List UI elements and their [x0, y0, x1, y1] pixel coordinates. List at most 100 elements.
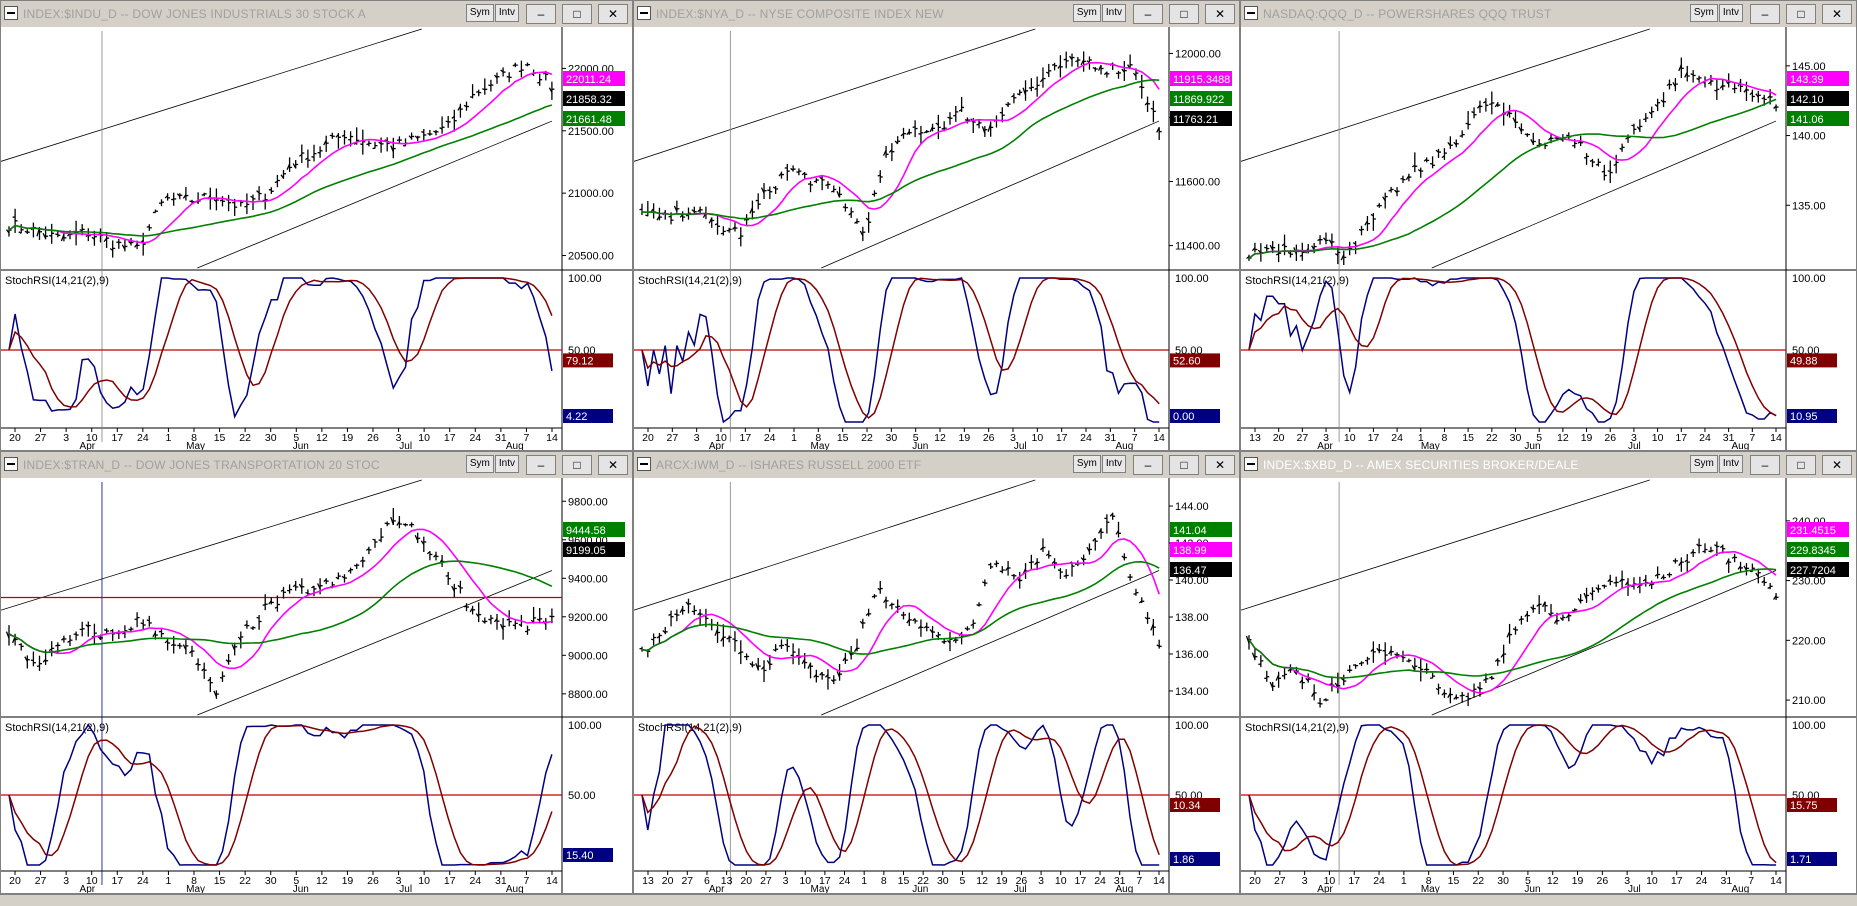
maximize-icon[interactable]: □ — [1169, 455, 1199, 475]
minimize-icon[interactable]: – — [1133, 455, 1163, 475]
chart-window-3[interactable]: NASDAQ:QQQ_D -- POWERSHARES QQQ TRUST Sym… — [1240, 0, 1857, 451]
price-badge-value: 231.4515 — [1790, 525, 1836, 537]
close-icon[interactable]: ✕ — [1205, 4, 1235, 24]
chart-svg: 144.00142.00140.00138.00136.00134.00141.… — [634, 478, 1239, 893]
price-tick-label: 135.00 — [1792, 200, 1826, 212]
intv-button[interactable]: Intv — [1102, 4, 1126, 22]
intv-button[interactable]: Intv — [495, 455, 519, 473]
date-tick-label: 30 — [1510, 432, 1522, 444]
maximize-icon[interactable]: □ — [562, 455, 592, 475]
date-tick-label: 27 — [35, 875, 47, 887]
window-title: NASDAQ:QQQ_D -- POWERSHARES QQQ TRUST — [1263, 7, 1552, 21]
window-titlebar[interactable]: ARCX:IWM_D -- ISHARES RUSSELL 2000 ETF Sy… — [634, 452, 1239, 479]
date-tick-label: 12 — [976, 875, 988, 887]
date-tick-label: 3 — [1302, 875, 1308, 887]
sym-button[interactable]: Sym — [1690, 4, 1718, 22]
fast-ma-line — [1249, 79, 1776, 259]
price-badge: 142.10 — [1787, 91, 1849, 106]
minimize-icon[interactable]: – — [1750, 455, 1780, 475]
chart-window-5[interactable]: ARCX:IWM_D -- ISHARES RUSSELL 2000 ETF Sy… — [633, 451, 1240, 894]
price-badge-value: 9444.58 — [566, 525, 606, 537]
month-label: Apr — [1317, 441, 1333, 450]
price-tick-label: 11600.00 — [1175, 177, 1220, 189]
sym-button[interactable]: Sym — [1073, 4, 1101, 22]
chart-window-2[interactable]: INDEX:$NYA_D -- NYSE COMPOSITE INDEX NEW… — [633, 0, 1240, 451]
date-tick-label: 10 — [799, 875, 811, 887]
maximize-icon[interactable]: □ — [1169, 4, 1199, 24]
window-titlebar[interactable]: INDEX:$NYA_D -- NYSE COMPOSITE INDEX NEW… — [634, 1, 1239, 28]
window-titlebar[interactable]: INDEX:$TRAN_D -- DOW JONES TRANSPORTATIO… — [1, 452, 632, 479]
date-tick-label: 1 — [1401, 875, 1407, 887]
sym-button[interactable]: Sym — [466, 4, 494, 22]
close-icon[interactable]: ✕ — [1822, 4, 1852, 24]
stoch-badge: 15.75 — [1787, 798, 1837, 812]
window-titlebar[interactable]: INDEX:$INDU_D -- DOW JONES INDUSTRIALS 3… — [1, 1, 632, 28]
sym-button[interactable]: Sym — [466, 455, 494, 473]
chart-window-6[interactable]: INDEX:$XBD_D -- AMEX SECURITIES BROKER/D… — [1240, 451, 1857, 894]
intv-button[interactable]: Intv — [1719, 455, 1743, 473]
maximize-icon[interactable]: □ — [562, 4, 592, 24]
chart-canvas[interactable]: 144.00142.00140.00138.00136.00134.00141.… — [634, 478, 1239, 893]
date-tick-label: 10 — [418, 432, 430, 444]
window-titlebar[interactable]: INDEX:$XBD_D -- AMEX SECURITIES BROKER/D… — [1241, 452, 1856, 479]
window-title: ARCX:IWM_D -- ISHARES RUSSELL 2000 ETF — [656, 458, 921, 472]
minimize-icon[interactable]: – — [1133, 4, 1163, 24]
chart-canvas[interactable]: 12000.0011800.0011600.0011400.0011915.34… — [634, 27, 1239, 450]
month-label: Apr — [1317, 884, 1333, 893]
month-label: Apr — [80, 441, 96, 450]
minimize-icon[interactable]: – — [526, 4, 556, 24]
date-tick-label: 1 — [166, 432, 172, 444]
date-tick-label: 15 — [214, 875, 226, 887]
close-icon[interactable]: ✕ — [598, 455, 628, 475]
price-tick-label: 144.00 — [1175, 501, 1209, 513]
chart-window-4[interactable]: INDEX:$TRAN_D -- DOW JONES TRANSPORTATIO… — [0, 451, 633, 894]
stoch-badge-value: 49.88 — [1790, 355, 1818, 367]
date-tick-label: 20 — [642, 432, 654, 444]
date-tick-label: 8 — [881, 875, 887, 887]
minimize-icon[interactable]: – — [1750, 4, 1780, 24]
month-label: Jun — [293, 441, 309, 450]
minimize-icon[interactable]: – — [526, 455, 556, 475]
date-tick-label: 30 — [1497, 875, 1509, 887]
date-tick-label: 15 — [214, 432, 226, 444]
status-strip — [0, 894, 1857, 906]
sym-button[interactable]: Sym — [1073, 455, 1101, 473]
price-badge: 11869.922 — [1170, 91, 1232, 106]
maximize-icon[interactable]: □ — [1786, 455, 1816, 475]
maximize-icon[interactable]: □ — [1786, 4, 1816, 24]
chart-window-1[interactable]: INDEX:$INDU_D -- DOW JONES INDUSTRIALS 3… — [0, 0, 633, 451]
chart-svg: 9800.009600.009400.009200.009000.008800.… — [1, 478, 632, 893]
stoch-label: StochRSI(14,21(2),9) — [5, 275, 109, 287]
date-tick-label: 17 — [739, 432, 751, 444]
date-tick-label: 22 — [239, 875, 251, 887]
window-titlebar[interactable]: NASDAQ:QQQ_D -- POWERSHARES QQQ TRUST Sym… — [1241, 1, 1856, 28]
intv-button[interactable]: Intv — [495, 4, 519, 22]
fast-ma-line — [9, 529, 552, 668]
intv-button[interactable]: Intv — [1102, 455, 1126, 473]
date-tick-label: 14 — [1153, 875, 1165, 887]
close-icon[interactable]: ✕ — [598, 4, 628, 24]
date-tick-label: 24 — [1094, 875, 1106, 887]
sym-button[interactable]: Sym — [1690, 455, 1718, 473]
date-tick-label: 7 — [1136, 875, 1142, 887]
date-tick-label: 24 — [469, 875, 481, 887]
price-bars — [7, 61, 555, 258]
date-tick-label: 10 — [1055, 875, 1067, 887]
close-icon[interactable]: ✕ — [1205, 455, 1235, 475]
price-badge: 136.47 — [1170, 562, 1232, 577]
chart-svg: 22000.0021500.0021000.0020500.0022011.24… — [1, 27, 632, 450]
month-label: Jul — [399, 441, 412, 450]
stoch-d-line — [1249, 278, 1776, 416]
date-tick-label: 30 — [265, 875, 277, 887]
date-tick-label: 27 — [681, 875, 693, 887]
date-tick-label: 27 — [1297, 432, 1309, 444]
intv-button[interactable]: Intv — [1719, 4, 1743, 22]
price-tick-label: 134.00 — [1175, 686, 1209, 698]
stoch-badge: 49.88 — [1787, 353, 1837, 367]
close-icon[interactable]: ✕ — [1822, 455, 1852, 475]
price-badge-value: 11763.21 — [1173, 114, 1218, 126]
